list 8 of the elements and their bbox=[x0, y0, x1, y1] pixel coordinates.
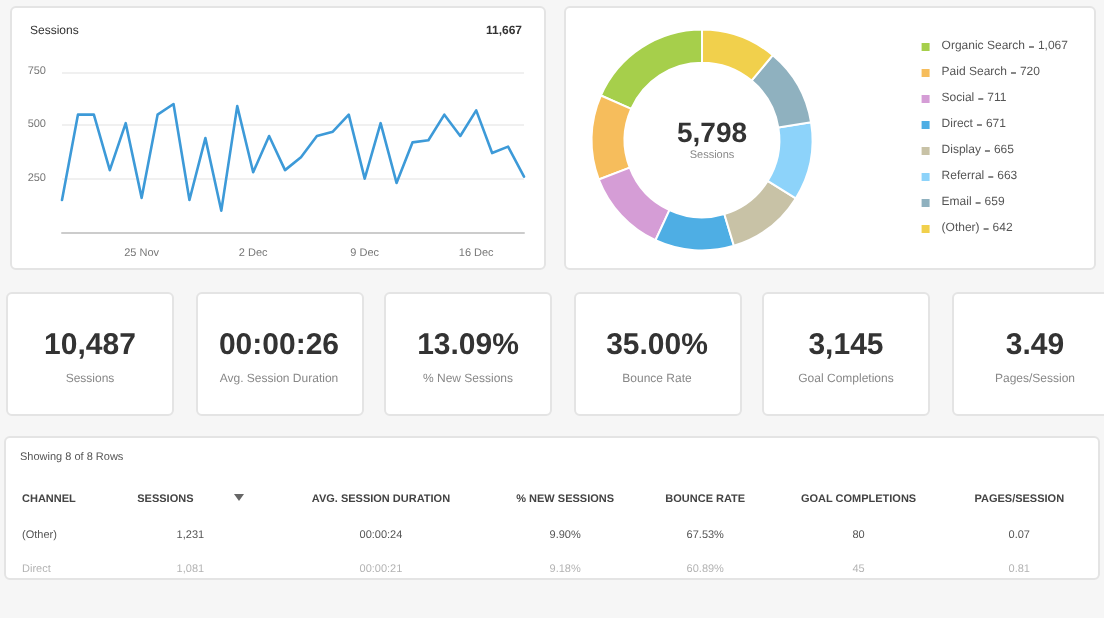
text: 5,798 bbox=[676, 116, 748, 148]
text: 3.49 bbox=[1005, 328, 1065, 362]
text: 10,487 bbox=[44, 328, 136, 362]
text: 13.09% bbox=[417, 328, 519, 362]
line-series bbox=[60, 102, 526, 212]
text: 3,145 bbox=[808, 328, 884, 362]
text: 35.00% bbox=[606, 328, 708, 362]
text: 00:00:26 bbox=[218, 328, 340, 362]
